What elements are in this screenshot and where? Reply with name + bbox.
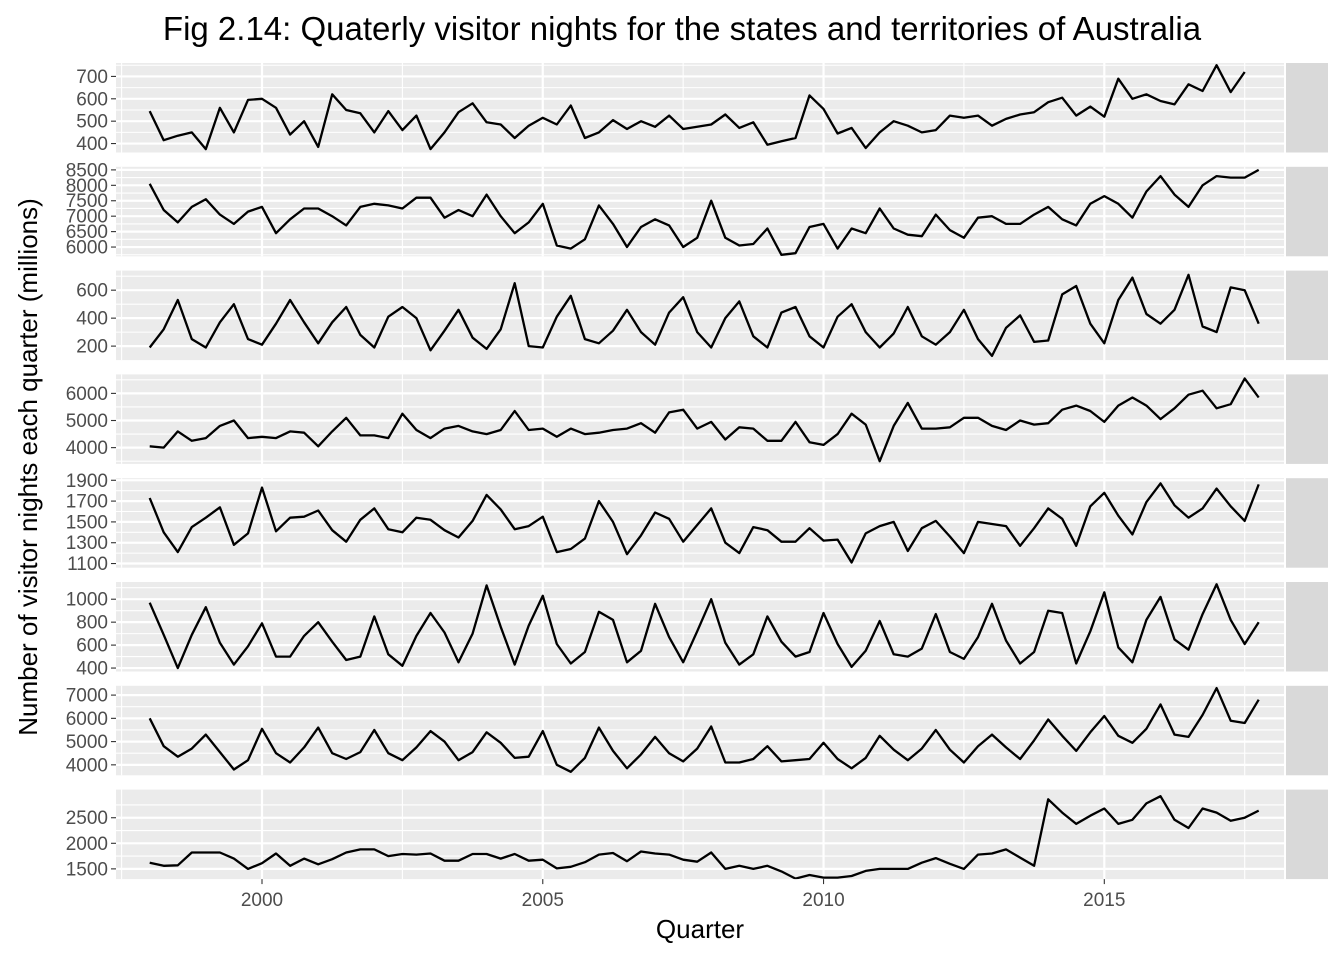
- y-tick-label: 6500: [66, 222, 108, 243]
- x-axis: 2000 2005 2010 2015: [241, 879, 1125, 911]
- panel-7: 4000500060007000Victoria: [66, 685, 1328, 776]
- panel-1: 400500600700ACT: [76, 63, 1328, 155]
- y-tick-label: 5000: [66, 732, 108, 753]
- x-tick-label: 2000: [241, 890, 283, 911]
- facet-strip: [1286, 478, 1328, 568]
- panel-4: 400050006000ueenslar: [66, 374, 1328, 464]
- y-tick-label: 200: [76, 337, 108, 358]
- series-line-victoria: [148, 686, 1260, 773]
- facet-strip: [1286, 270, 1328, 361]
- y-tick-label: 700: [76, 67, 108, 88]
- y-tick-label: 1900: [66, 471, 108, 492]
- y-tick-label: 8000: [66, 176, 108, 197]
- y-tick-label: 6000: [66, 384, 108, 405]
- series-line-northern-territory: [148, 273, 1260, 358]
- y-tick-label: 6000: [66, 709, 108, 730]
- facet-strip: [1286, 63, 1328, 153]
- y-tick-label: 2500: [66, 808, 108, 829]
- y-tick-label: 4000: [66, 438, 108, 459]
- chart-title: Fig 2.14: Quaterly visitor nights for th…: [163, 10, 1202, 47]
- series-line-south-wales: [148, 168, 1260, 256]
- facet-strip: [1286, 685, 1328, 776]
- y-tick-label: 600: [76, 636, 108, 657]
- y-tick-label: 400: [76, 659, 108, 680]
- facet-strip: [1286, 166, 1328, 257]
- x-tick-label: 2005: [522, 890, 564, 911]
- facet-strip: [1286, 374, 1328, 464]
- y-tick-label: 1300: [66, 533, 108, 554]
- panel-background: [116, 685, 1284, 776]
- y-tick-label: 600: [76, 281, 108, 302]
- y-tick-label: 7500: [66, 191, 108, 212]
- series-line-act: [148, 64, 1246, 151]
- y-tick-label: 1700: [66, 492, 108, 513]
- y-tick-label: 500: [76, 112, 108, 133]
- panels-group: 400500600700ACT600065007000750080008500S…: [66, 63, 1328, 880]
- y-tick-label: 1500: [66, 859, 108, 880]
- y-tick-label: 7000: [66, 207, 108, 228]
- panel-background: [116, 374, 1284, 464]
- y-tick-label: 2000: [66, 834, 108, 855]
- y-tick-label: 1500: [66, 512, 108, 533]
- y-tick-label: 600: [76, 89, 108, 110]
- panel-background: [116, 166, 1284, 257]
- series-line-tasmania: [148, 583, 1260, 670]
- series-line-south-australia: [148, 482, 1260, 564]
- x-tick-label: 2015: [1083, 890, 1125, 911]
- y-tick-label: 800: [76, 613, 108, 634]
- x-axis-title: Quarter: [656, 914, 744, 944]
- y-tick-label: 4000: [66, 755, 108, 776]
- facet-strip: [1286, 789, 1328, 880]
- y-axis-title: Number of visitor nights each quarter (m…: [13, 198, 43, 736]
- y-tick-label: 7000: [66, 686, 108, 707]
- x-tick-label: 2010: [802, 890, 844, 911]
- series-line-queensland: [149, 377, 1260, 463]
- panel-2: 600065007000750080008500South W: [66, 160, 1328, 259]
- y-tick-label: 6000: [66, 238, 108, 259]
- panel-3: 200400600hern Ter: [76, 270, 1328, 361]
- y-tick-label: 400: [76, 134, 108, 155]
- panel-6: 4006008001000Tasmani: [66, 582, 1328, 680]
- y-tick-label: 8500: [66, 160, 108, 181]
- series-line-western-australia: [149, 795, 1260, 880]
- y-tick-label: 5000: [66, 411, 108, 432]
- panel-5: 11001300150017001900th Austr: [66, 471, 1328, 575]
- facet-strip: [1286, 582, 1328, 672]
- y-tick-label: 400: [76, 309, 108, 330]
- y-tick-label: 1100: [67, 554, 108, 575]
- y-tick-label: 1000: [66, 590, 108, 611]
- panel-8: 150020002500tern Aus: [66, 789, 1328, 880]
